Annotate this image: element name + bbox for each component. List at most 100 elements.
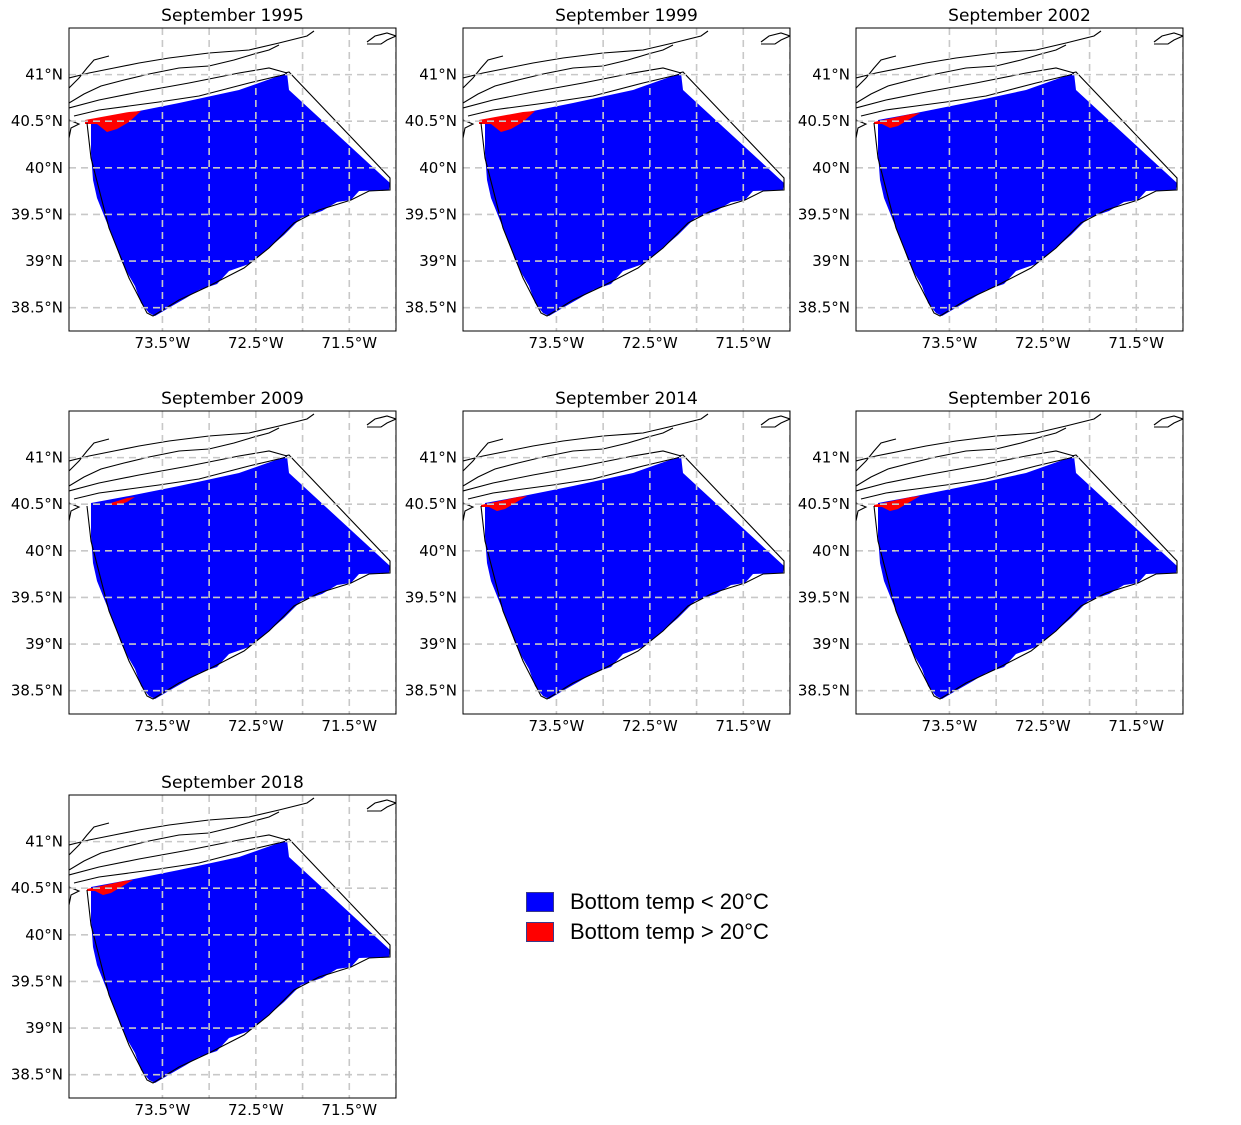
coastline-hudson [856, 438, 897, 472]
lat-tick-label: 38.5°N [798, 299, 850, 317]
panel-frame [68, 27, 397, 332]
lon-tick-label: 72.5°W [1015, 717, 1071, 735]
lat-tick-label: 41°N [812, 449, 850, 467]
lat-tick-label: 40°N [419, 159, 457, 177]
lat-tick-label: 40°N [812, 542, 850, 560]
coastline-new-jersey [69, 502, 81, 522]
legend-label-warm: Bottom temp > 20°C [570, 919, 769, 944]
lat-tick-label: 41°N [419, 66, 457, 84]
coastline-cape-cod [366, 32, 396, 45]
lon-tick-label: 72.5°W [228, 717, 284, 735]
coastline-hudson [69, 822, 110, 856]
warm-bottom-region [85, 111, 141, 132]
lat-tick-label: 40°N [419, 542, 457, 560]
map-panel: September 2002 73.5°W 72.5°W 71.5°W 41°N 40.5… [798, 6, 1184, 352]
lon-tick-label: 71.5°W [321, 717, 377, 735]
lon-tick-label: 71.5°W [715, 717, 771, 735]
lon-tick-label: 71.5°W [1108, 334, 1164, 352]
lat-tick-label: 40.5°N [11, 495, 63, 513]
lon-tick-label: 71.5°W [321, 334, 377, 352]
lon-tick-label: 73.5°W [135, 1101, 191, 1119]
lat-tick-label: 40°N [812, 159, 850, 177]
lon-tick-label: 73.5°W [529, 334, 585, 352]
map-panel: September 1999 73.5°W 72.5°W 71.5°W 41°N 40.5… [405, 6, 791, 352]
lat-tick-label: 39.5°N [405, 588, 457, 606]
lat-tick-label: 40.5°N [405, 112, 457, 130]
coastline-cape-cod [1153, 415, 1183, 428]
lat-tick-label: 40°N [25, 926, 63, 944]
lat-tick-label: 40.5°N [405, 495, 457, 513]
lat-tick-label: 39.5°N [405, 205, 457, 223]
legend: Bottom temp < 20°C Bottom temp > 20°C [526, 887, 769, 947]
cold-bottom-region [485, 456, 784, 699]
lat-tick-label: 39°N [25, 1019, 63, 1037]
coastline-long-island-south [69, 67, 288, 109]
lat-tick-label: 39.5°N [11, 588, 63, 606]
panel-title: September 2009 [161, 389, 304, 409]
legend-label-cold: Bottom temp < 20°C [570, 889, 769, 914]
coastline-barrier [73, 456, 288, 500]
coastline-barrier [73, 73, 288, 117]
coastline-connecticut [69, 413, 315, 462]
panel-title: September 1995 [161, 6, 304, 26]
panel-title: September 2016 [948, 389, 1091, 409]
map-panel: September 2009 73.5°W 72.5°W 71.5°W 41°N 40.5… [11, 389, 397, 735]
lon-tick-label: 72.5°W [1015, 334, 1071, 352]
panel-title: September 2014 [555, 389, 698, 409]
map-panel: September 2016 73.5°W 72.5°W 71.5°W 41°N 40.5… [798, 389, 1184, 735]
coastline-new-jersey [856, 119, 868, 139]
coastline-hudson [69, 438, 110, 472]
coastline-long-island-south [69, 834, 288, 876]
lon-tick-label: 72.5°W [622, 717, 678, 735]
coastline-hudson [69, 55, 110, 89]
cold-bottom-region [878, 456, 1177, 699]
lon-tick-label: 73.5°W [529, 717, 585, 735]
lon-tick-label: 72.5°W [228, 1101, 284, 1119]
lat-tick-label: 40.5°N [798, 112, 850, 130]
legend-item-warm: Bottom temp > 20°C [526, 917, 769, 947]
panel-frame [855, 27, 1184, 332]
lat-tick-label: 39°N [812, 635, 850, 653]
coastline-connecticut [856, 413, 1102, 462]
coastline-long-island-north [69, 427, 280, 487]
panel-frame [462, 410, 791, 715]
coastline-new-jersey [69, 119, 81, 139]
coastline-cape-cod [760, 415, 790, 428]
coastline-long-island-north [856, 427, 1067, 487]
lat-tick-label: 39°N [25, 635, 63, 653]
panel-title: September 1999 [555, 6, 698, 26]
map-panel: September 1995 73.5°W 72.5°W 71.5°W 41°N 40.5… [11, 6, 397, 352]
coastline-long-island-south [69, 450, 288, 492]
lon-tick-label: 72.5°W [228, 334, 284, 352]
coastline-barrier [467, 456, 682, 500]
panel-frame [68, 794, 397, 1099]
coastline-cape-cod [366, 415, 396, 428]
lat-tick-label: 41°N [812, 66, 850, 84]
lat-tick-label: 41°N [25, 833, 63, 851]
lon-tick-label: 73.5°W [135, 717, 191, 735]
lon-tick-label: 71.5°W [321, 1101, 377, 1119]
legend-swatch-warm [526, 922, 554, 942]
legend-swatch-cold [526, 892, 554, 912]
lat-tick-label: 40.5°N [798, 495, 850, 513]
panel-title: September 2018 [161, 773, 304, 793]
lat-tick-label: 41°N [25, 66, 63, 84]
coastline-connecticut [69, 30, 315, 79]
cold-bottom-region [878, 73, 1177, 316]
coastline-barrier [467, 73, 682, 117]
lon-tick-label: 73.5°W [135, 334, 191, 352]
coastline-barrier [73, 840, 288, 884]
cold-bottom-region [91, 456, 390, 699]
coastline-barrier [860, 73, 1075, 117]
panel-frame [855, 410, 1184, 715]
legend-item-cold: Bottom temp < 20°C [526, 887, 769, 917]
coastline-connecticut [463, 30, 709, 79]
lat-tick-label: 40°N [25, 159, 63, 177]
panel-frame [68, 410, 397, 715]
coastline-hudson [463, 55, 504, 89]
warm-bottom-region [111, 497, 135, 505]
lon-tick-label: 73.5°W [922, 334, 978, 352]
lat-tick-label: 40.5°N [11, 112, 63, 130]
cold-bottom-region [91, 73, 390, 316]
coastline-connecticut [463, 413, 709, 462]
